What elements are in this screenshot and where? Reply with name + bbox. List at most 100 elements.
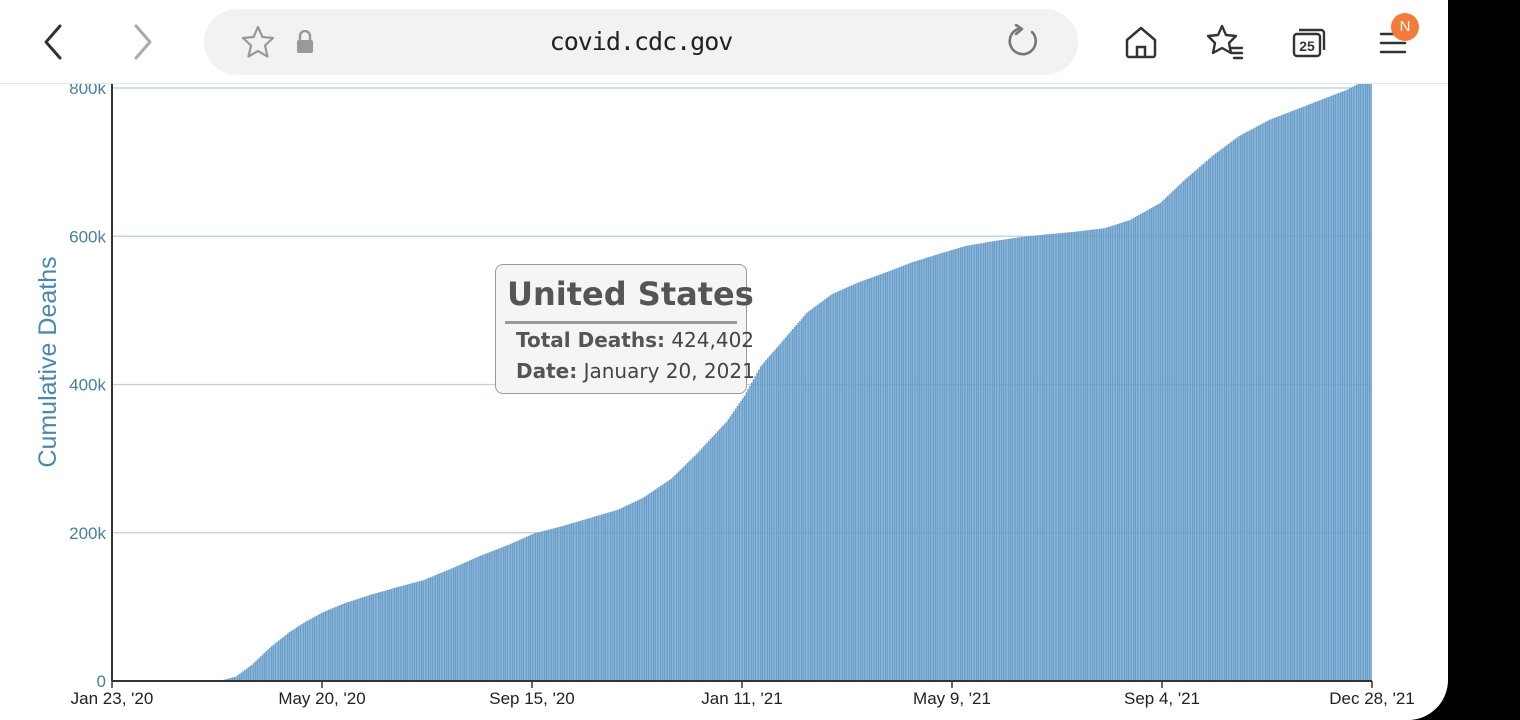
bar[interactable] [856,282,858,681]
bar[interactable] [816,304,819,681]
bar[interactable] [1004,239,1006,681]
bar[interactable] [261,654,264,681]
bar[interactable] [592,517,594,681]
bar[interactable] [1007,238,1010,682]
bar[interactable] [611,511,614,681]
bar[interactable] [1350,87,1353,682]
bar[interactable] [1213,154,1215,681]
bar[interactable] [1198,166,1201,682]
bar[interactable] [461,563,464,681]
bar[interactable] [652,490,655,681]
bar[interactable] [338,605,341,681]
bar[interactable] [1361,84,1363,681]
bar[interactable] [1309,103,1312,681]
bar[interactable] [1163,199,1165,681]
bar[interactable] [315,615,318,681]
bar[interactable] [1115,224,1117,681]
bar[interactable] [645,495,648,681]
bar[interactable] [695,454,698,681]
bar[interactable] [493,550,496,681]
bar[interactable] [731,413,733,681]
bar[interactable] [386,589,389,681]
bar[interactable] [1036,235,1039,682]
bar[interactable] [747,389,749,681]
bar[interactable] [568,523,571,681]
bar[interactable] [1214,153,1217,681]
bar[interactable] [536,532,539,681]
bar[interactable] [708,440,710,681]
bar[interactable] [858,282,860,681]
bar[interactable] [1354,85,1356,681]
bar[interactable] [804,314,807,681]
bar[interactable] [324,611,326,681]
bar[interactable] [245,668,248,681]
bar[interactable] [965,245,967,682]
bar[interactable] [979,243,981,681]
bar[interactable] [1127,220,1130,682]
bar[interactable] [659,485,662,681]
bar[interactable] [808,311,810,681]
bar[interactable] [308,619,310,681]
bar[interactable] [1188,176,1190,681]
bar[interactable] [468,560,471,681]
bar[interactable] [1323,98,1326,682]
bar[interactable] [286,633,289,681]
bar[interactable] [381,591,384,681]
bar[interactable] [1282,114,1285,682]
bar[interactable] [274,643,277,681]
bar[interactable] [329,609,332,681]
bar[interactable] [511,543,514,681]
address-bar[interactable]: covid.cdc.gov [204,9,1078,75]
bar[interactable] [1195,170,1197,681]
bar[interactable] [988,241,990,681]
bar[interactable] [693,455,696,681]
bar[interactable] [624,506,626,681]
bar[interactable] [558,527,560,681]
bar[interactable] [1363,84,1365,681]
bar[interactable] [1336,93,1338,682]
bar[interactable] [1254,127,1256,682]
bar[interactable] [922,258,924,681]
bar[interactable] [1288,112,1290,681]
bar[interactable] [1075,231,1078,682]
bar[interactable] [809,309,812,681]
bar[interactable] [793,327,796,681]
bar[interactable] [304,621,307,681]
bar[interactable] [310,618,312,681]
bar[interactable] [1304,106,1306,681]
bar[interactable] [1102,228,1105,681]
bar[interactable] [529,535,532,681]
bar[interactable] [743,395,746,681]
bar[interactable] [267,649,269,681]
bar[interactable] [526,536,528,681]
bar[interactable] [1238,136,1240,681]
bar[interactable] [1063,232,1065,681]
bar[interactable] [319,613,321,681]
bar[interactable] [390,588,393,681]
bar[interactable] [938,253,940,682]
bar[interactable] [1314,101,1317,681]
bar[interactable] [1093,229,1096,681]
bar[interactable] [672,476,675,681]
bar[interactable] [868,278,871,681]
bar[interactable] [263,652,266,681]
bar[interactable] [761,364,764,681]
bar[interactable] [1041,234,1044,681]
bar[interactable] [1307,104,1310,682]
bar[interactable] [320,613,323,681]
bar[interactable] [977,243,980,682]
bar[interactable] [982,242,985,681]
bar[interactable] [618,508,621,681]
bar[interactable] [538,532,541,681]
bar[interactable] [968,245,971,681]
bar[interactable] [509,543,512,681]
bar[interactable] [872,277,874,681]
bar[interactable] [911,262,914,681]
bar[interactable] [1341,91,1344,681]
bar[interactable] [531,534,534,681]
bar[interactable] [1270,119,1272,682]
bar[interactable] [368,595,371,681]
bar[interactable] [422,580,425,681]
bar[interactable] [1370,84,1372,681]
bar[interactable] [1277,116,1280,681]
